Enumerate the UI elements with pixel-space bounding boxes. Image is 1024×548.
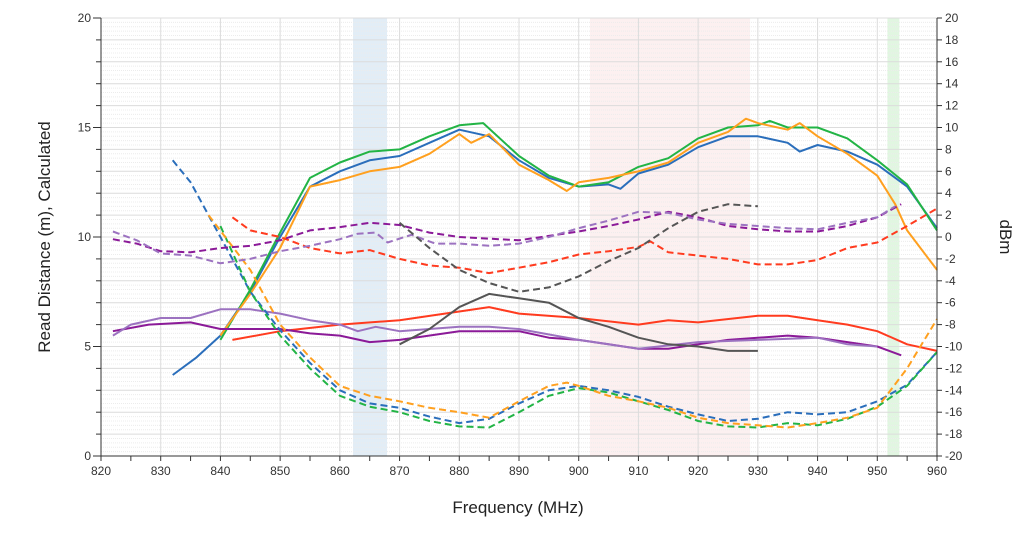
x-tick-label: 950 — [867, 464, 887, 478]
series-line-13 — [398, 203, 758, 293]
x-tick-label: 960 — [927, 464, 947, 478]
y-tick-label: 0 — [84, 449, 91, 463]
y-axis-label: Read Distance (m), Calculated — [35, 121, 54, 352]
y2-tick-label: 20 — [945, 11, 959, 25]
y2-tick-label: 8 — [945, 142, 952, 156]
series-line-6 — [399, 292, 758, 352]
series-line-12 — [112, 205, 896, 265]
series-line-9 — [207, 214, 938, 429]
y2-tick-label: 12 — [945, 99, 959, 113]
y2-tick-label: -20 — [945, 449, 963, 463]
y-tick-label: 10 — [78, 230, 92, 244]
y-tick-label: 15 — [78, 121, 92, 135]
y2-tick-label: -16 — [945, 405, 963, 419]
y-tick-label: 5 — [84, 340, 91, 354]
y2-tick-label: 18 — [945, 33, 959, 47]
grid — [100, 17, 938, 457]
y2-tick-label: -18 — [945, 427, 963, 441]
y2-tick-label: -4 — [945, 274, 956, 288]
series-line-10 — [231, 207, 938, 275]
x-tick-label: 940 — [808, 464, 828, 478]
x-axis-label: Frequency (MHz) — [452, 498, 583, 517]
x-tick-label: 850 — [270, 464, 290, 478]
x-tick-label: 880 — [449, 464, 469, 478]
y2-tick-label: -2 — [945, 252, 956, 266]
series-line-11 — [112, 203, 902, 254]
x-tick-label: 840 — [210, 464, 230, 478]
y2-tick-label: -12 — [945, 361, 963, 375]
x-tick-label: 860 — [330, 464, 350, 478]
x-tick-label: 820 — [91, 464, 111, 478]
y-tick-label: 20 — [78, 11, 92, 25]
series-line-8 — [219, 225, 938, 429]
series-line-7 — [171, 159, 938, 425]
y2-tick-label: -10 — [945, 340, 963, 354]
series-line-4 — [112, 321, 902, 357]
x-tick-label: 920 — [688, 464, 708, 478]
y2-tick-label: 10 — [945, 121, 959, 135]
y2-tick-label: 14 — [945, 77, 959, 91]
axes: 05101520-20-18-16-14-12-10-8-6-4-2024681… — [78, 11, 963, 478]
y2-axis-label: dBm — [996, 220, 1015, 255]
series-line-3 — [232, 306, 938, 352]
x-tick-label: 830 — [151, 464, 171, 478]
x-tick-label: 890 — [509, 464, 529, 478]
y2-tick-label: 6 — [945, 164, 952, 178]
x-tick-label: 910 — [628, 464, 648, 478]
y2-tick-label: -14 — [945, 383, 963, 397]
series-line-1 — [219, 119, 938, 341]
x-tick-label: 870 — [390, 464, 410, 478]
y2-tick-label: 0 — [945, 230, 952, 244]
x-tick-label: 900 — [569, 464, 589, 478]
y2-tick-label: 4 — [945, 186, 952, 200]
series-lines — [112, 117, 938, 429]
y2-tick-label: -6 — [945, 296, 956, 310]
y2-tick-label: 2 — [945, 208, 952, 222]
y2-tick-label: 16 — [945, 55, 959, 69]
series-line-2 — [219, 117, 938, 337]
series-line-5 — [112, 308, 878, 350]
y2-tick-label: -8 — [945, 318, 956, 332]
x-tick-label: 930 — [748, 464, 768, 478]
